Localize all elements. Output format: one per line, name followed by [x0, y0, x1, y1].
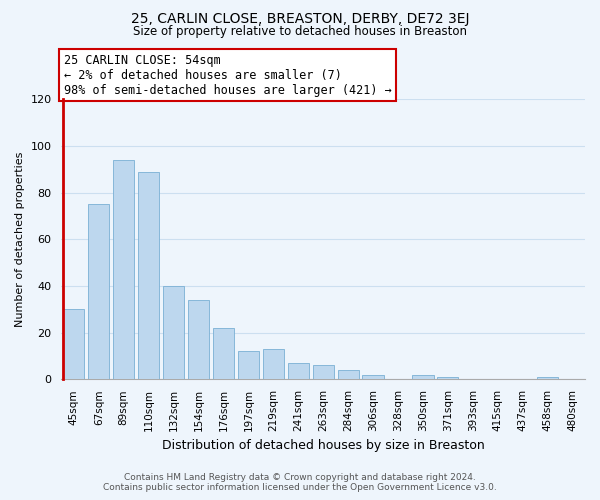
Bar: [263, 349, 284, 380]
Bar: [63, 310, 85, 380]
Bar: [88, 204, 109, 380]
Bar: [213, 328, 234, 380]
Bar: [362, 374, 383, 380]
Y-axis label: Number of detached properties: Number of detached properties: [15, 152, 25, 327]
X-axis label: Distribution of detached houses by size in Breaston: Distribution of detached houses by size …: [162, 440, 485, 452]
Bar: [238, 352, 259, 380]
Bar: [287, 363, 309, 380]
Text: 25 CARLIN CLOSE: 54sqm
← 2% of detached houses are smaller (7)
98% of semi-detac: 25 CARLIN CLOSE: 54sqm ← 2% of detached …: [64, 54, 392, 96]
Bar: [437, 377, 458, 380]
Bar: [313, 366, 334, 380]
Text: 25, CARLIN CLOSE, BREASTON, DERBY, DE72 3EJ: 25, CARLIN CLOSE, BREASTON, DERBY, DE72 …: [131, 12, 469, 26]
Bar: [537, 377, 558, 380]
Text: Size of property relative to detached houses in Breaston: Size of property relative to detached ho…: [133, 25, 467, 38]
Bar: [188, 300, 209, 380]
Bar: [338, 370, 359, 380]
Bar: [412, 374, 434, 380]
Bar: [113, 160, 134, 380]
Text: Contains HM Land Registry data © Crown copyright and database right 2024.
Contai: Contains HM Land Registry data © Crown c…: [103, 473, 497, 492]
Bar: [163, 286, 184, 380]
Bar: [138, 172, 159, 380]
